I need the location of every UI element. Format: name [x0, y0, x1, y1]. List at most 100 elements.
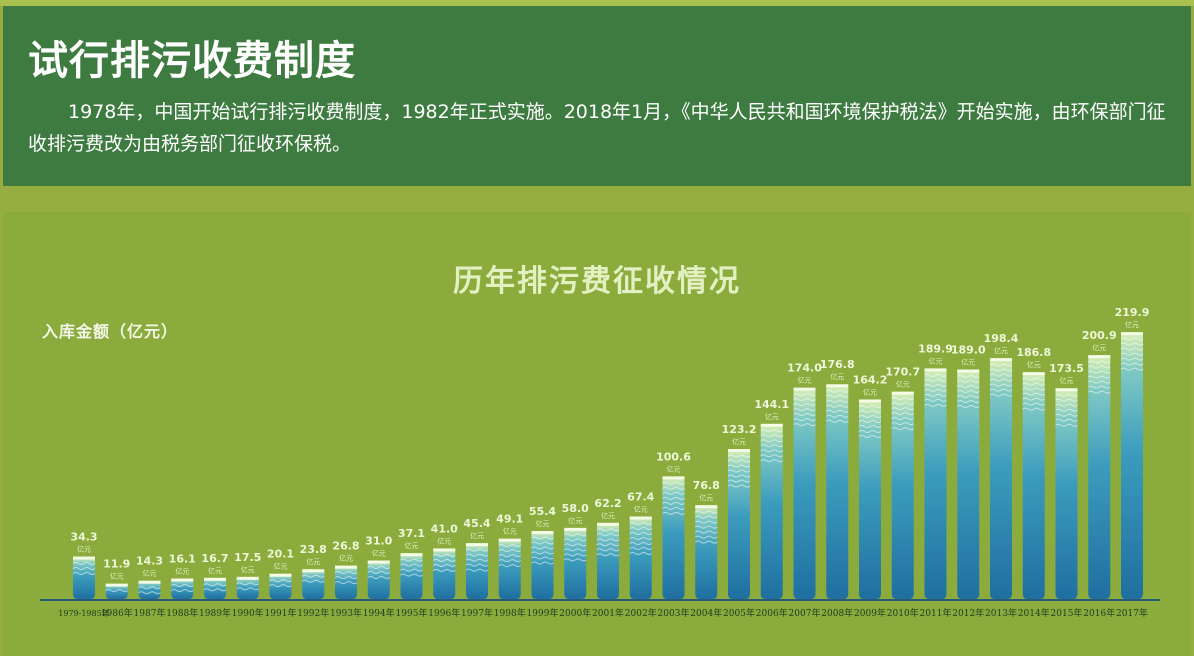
data-label: 200.9: [1082, 329, 1117, 342]
x-tick-label: 2017年: [1116, 607, 1148, 619]
x-tick-label: 2008年: [821, 607, 853, 619]
bar-wave: [498, 559, 522, 563]
bar-wave: [334, 571, 358, 575]
bar-wave: [760, 444, 784, 448]
bar: [891, 392, 914, 599]
bar-wave: [563, 543, 587, 547]
bar-wave: [825, 414, 849, 418]
bar-wave: [629, 532, 653, 536]
data-unit-label: 亿元: [732, 437, 746, 446]
bar-wave: [924, 388, 947, 392]
bar-cap: [400, 553, 423, 557]
bar-cap: [367, 560, 390, 564]
bar-wave: [1120, 367, 1144, 371]
bar-wave: [989, 373, 1013, 377]
bar-wave: [1055, 403, 1078, 407]
x-tick-label: 2002年: [625, 607, 657, 619]
data-unit-label: 亿元: [306, 557, 320, 566]
bar-cap: [793, 387, 816, 391]
bar: [760, 424, 783, 599]
bar-wave: [465, 558, 489, 562]
bar-wave: [891, 397, 915, 401]
bar-wave: [596, 543, 620, 547]
bar-wave: [760, 434, 784, 438]
bar-wave: [694, 525, 718, 529]
bar-wave: [825, 404, 849, 408]
bar-wave: [793, 398, 816, 402]
bar-wave: [891, 427, 915, 431]
bar-wave: [956, 389, 980, 393]
bar-wave: [170, 584, 194, 588]
bar-wave: [1022, 377, 1046, 381]
x-tick-label: 2001年: [592, 607, 624, 619]
bar-wave: [629, 537, 653, 541]
bar-wave: [465, 568, 489, 572]
data-unit-label: 亿元: [568, 516, 582, 525]
bar-wave: [367, 576, 391, 580]
data-label: 219.9: [1115, 306, 1150, 319]
bar-cap: [433, 548, 456, 552]
data-label: 100.6: [656, 450, 691, 463]
bar-wave: [956, 404, 980, 408]
data-unit-label: 亿元: [274, 562, 288, 571]
bar: [1088, 356, 1111, 599]
data-unit-label: 亿元: [667, 464, 681, 473]
bar-wave: [563, 548, 587, 552]
bar-wave: [629, 547, 653, 551]
data-unit-label: 亿元: [110, 572, 124, 581]
bar: [1022, 373, 1045, 599]
data-unit-label: 亿元: [77, 545, 91, 554]
bar-cap: [1022, 372, 1045, 376]
data-label: 123.2: [722, 423, 757, 436]
bar-cap: [826, 384, 849, 388]
bar-wave: [1055, 398, 1078, 402]
x-tick-label: 2011年: [920, 607, 952, 619]
bar-wave: [367, 566, 391, 570]
x-tick-label: 1994年: [363, 607, 395, 619]
bar-wave: [1120, 337, 1144, 341]
bar-wave: [662, 506, 685, 510]
bar: [466, 544, 488, 599]
data-unit-label: 亿元: [1060, 376, 1074, 385]
bar-wave: [203, 583, 227, 587]
data-label: 67.4: [627, 491, 654, 504]
bar-wave: [694, 540, 718, 544]
bar-wave: [924, 398, 947, 402]
bar-wave: [498, 554, 522, 558]
data-unit-label: 亿元: [929, 356, 943, 365]
data-label: 170.7: [885, 366, 920, 379]
bar-wave: [1022, 407, 1046, 411]
data-label: 11.9: [103, 558, 130, 571]
x-tick-label: 2005年: [723, 607, 755, 619]
bar: [171, 579, 194, 599]
bar-wave: [858, 429, 882, 433]
bar: [433, 549, 456, 599]
y-axis-label: 入库金额（亿元）: [42, 322, 179, 341]
data-label: 17.5: [234, 551, 261, 564]
bar-wave: [138, 591, 161, 595]
bar-wave: [956, 399, 980, 403]
bar-wave: [629, 522, 653, 526]
bar: [498, 539, 521, 599]
data-label: 62.2: [594, 497, 621, 510]
bar-wave: [498, 549, 522, 553]
bar-wave: [72, 572, 96, 576]
x-tick-label: 1992年: [297, 607, 329, 619]
bar-wave: [825, 409, 849, 413]
bar-wave: [1055, 423, 1078, 427]
bar: [990, 359, 1012, 599]
bar-cap: [498, 538, 521, 542]
data-label: 34.3: [70, 531, 97, 544]
x-tick-label: 2003年: [658, 607, 690, 619]
bar-cap: [695, 505, 718, 509]
bar: [793, 388, 816, 599]
bar-wave: [858, 404, 882, 408]
bar-wave: [858, 434, 882, 438]
bar-cap: [531, 531, 554, 535]
bar: [138, 581, 161, 599]
bar-cap: [171, 578, 194, 582]
data-unit-label: 亿元: [536, 519, 550, 528]
bar-wave: [694, 515, 718, 519]
data-unit-label: 亿元: [470, 531, 484, 540]
